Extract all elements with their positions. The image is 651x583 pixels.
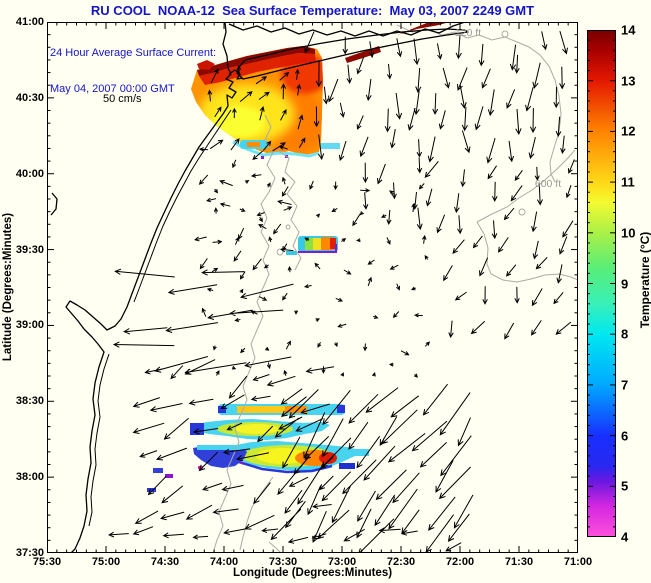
sst-tiny-patches [240, 140, 340, 149]
colorbar-tick-label: 10 [621, 225, 636, 241]
colorbar-tick-label: 9 [621, 276, 629, 291]
annotation-line1: 24 Hour Average Surface Current: [50, 47, 217, 59]
current-arrows-path [107, 30, 575, 553]
current-vector-arrows [107, 30, 575, 553]
map-canvas [47, 22, 578, 553]
y-tick-label: 37:30 [15, 547, 44, 559]
colorbar-frame [587, 30, 616, 537]
x-axis-label: Longitude (Degrees:Minutes) [232, 567, 393, 579]
depth-contours [212, 24, 578, 553]
depth-label: 120 ft [454, 27, 482, 39]
sst-li-shore-sliver-east [397, 22, 449, 35]
x-tick-label: 72:30 [386, 556, 416, 568]
colorbar-tick-label: 4 [621, 529, 629, 545]
colorbar-label: Temperature (°C) [638, 231, 651, 329]
y-axis-label: Latitude (Degrees:Minutes) [2, 212, 14, 362]
x-tick-label: 74:30 [150, 556, 180, 568]
y-tick-label: 40:30 [15, 91, 44, 104]
depth-label: 600 ft [534, 178, 562, 190]
current-annotation: 24 Hour Average Surface Current: May 04,… [50, 23, 216, 119]
sst-streaks [147, 404, 369, 492]
figure-title: RU COOL NOAA-12 Sea Surface Temperature:… [90, 3, 535, 18]
x-tick-label: 75:00 [91, 556, 121, 568]
colorbar-tick-label: 6 [621, 428, 629, 444]
sst-hot-strip-darkred [197, 46, 315, 76]
colorbar-tick-label: 11 [621, 174, 635, 190]
colorbar-tick-label: 5 [621, 478, 629, 494]
colorbar [587, 29, 616, 538]
y-tick-label: 39:00 [15, 319, 44, 332]
y-tick-label: 41:00 [15, 16, 44, 28]
velocity-scale-label: 50 cm/s [103, 93, 142, 105]
x-tick-label: 71:00 [563, 556, 593, 568]
colorbar-tick-label: 8 [621, 326, 629, 342]
colorbar-tick-label: 12 [621, 123, 636, 139]
y-tick-label: 38:30 [15, 395, 44, 408]
x-tick-label: 71:30 [504, 556, 534, 568]
sst-harbor-red [197, 60, 215, 70]
y-tick-label: 40:00 [15, 167, 44, 180]
x-tick-label: 73:30 [268, 556, 298, 568]
map-plot: 24 Hour Average Surface Current: May 04,… [47, 22, 578, 553]
y-tick-label: 38:00 [15, 471, 44, 484]
sst-li-shore-sliver [345, 46, 381, 63]
y-tick-label: 39:30 [15, 243, 44, 256]
x-tick-label: 72:00 [445, 556, 475, 568]
x-tick-label: 75:30 [32, 556, 62, 568]
x-tick-label: 74:00 [209, 556, 239, 568]
colorbar-tick-label: 13 [621, 73, 636, 89]
annotation-line2: May 04, 2007 00:00 GMT [50, 83, 175, 95]
plot-frame [47, 22, 578, 553]
colorbar-tick-label: 14 [621, 22, 636, 38]
sst-purple-speck [261, 156, 264, 159]
x-tick-label: 73:00 [327, 556, 357, 568]
sst-patch-small [286, 236, 338, 255]
coastline [50, 22, 469, 553]
colorbar-tick-label: 7 [621, 377, 629, 393]
